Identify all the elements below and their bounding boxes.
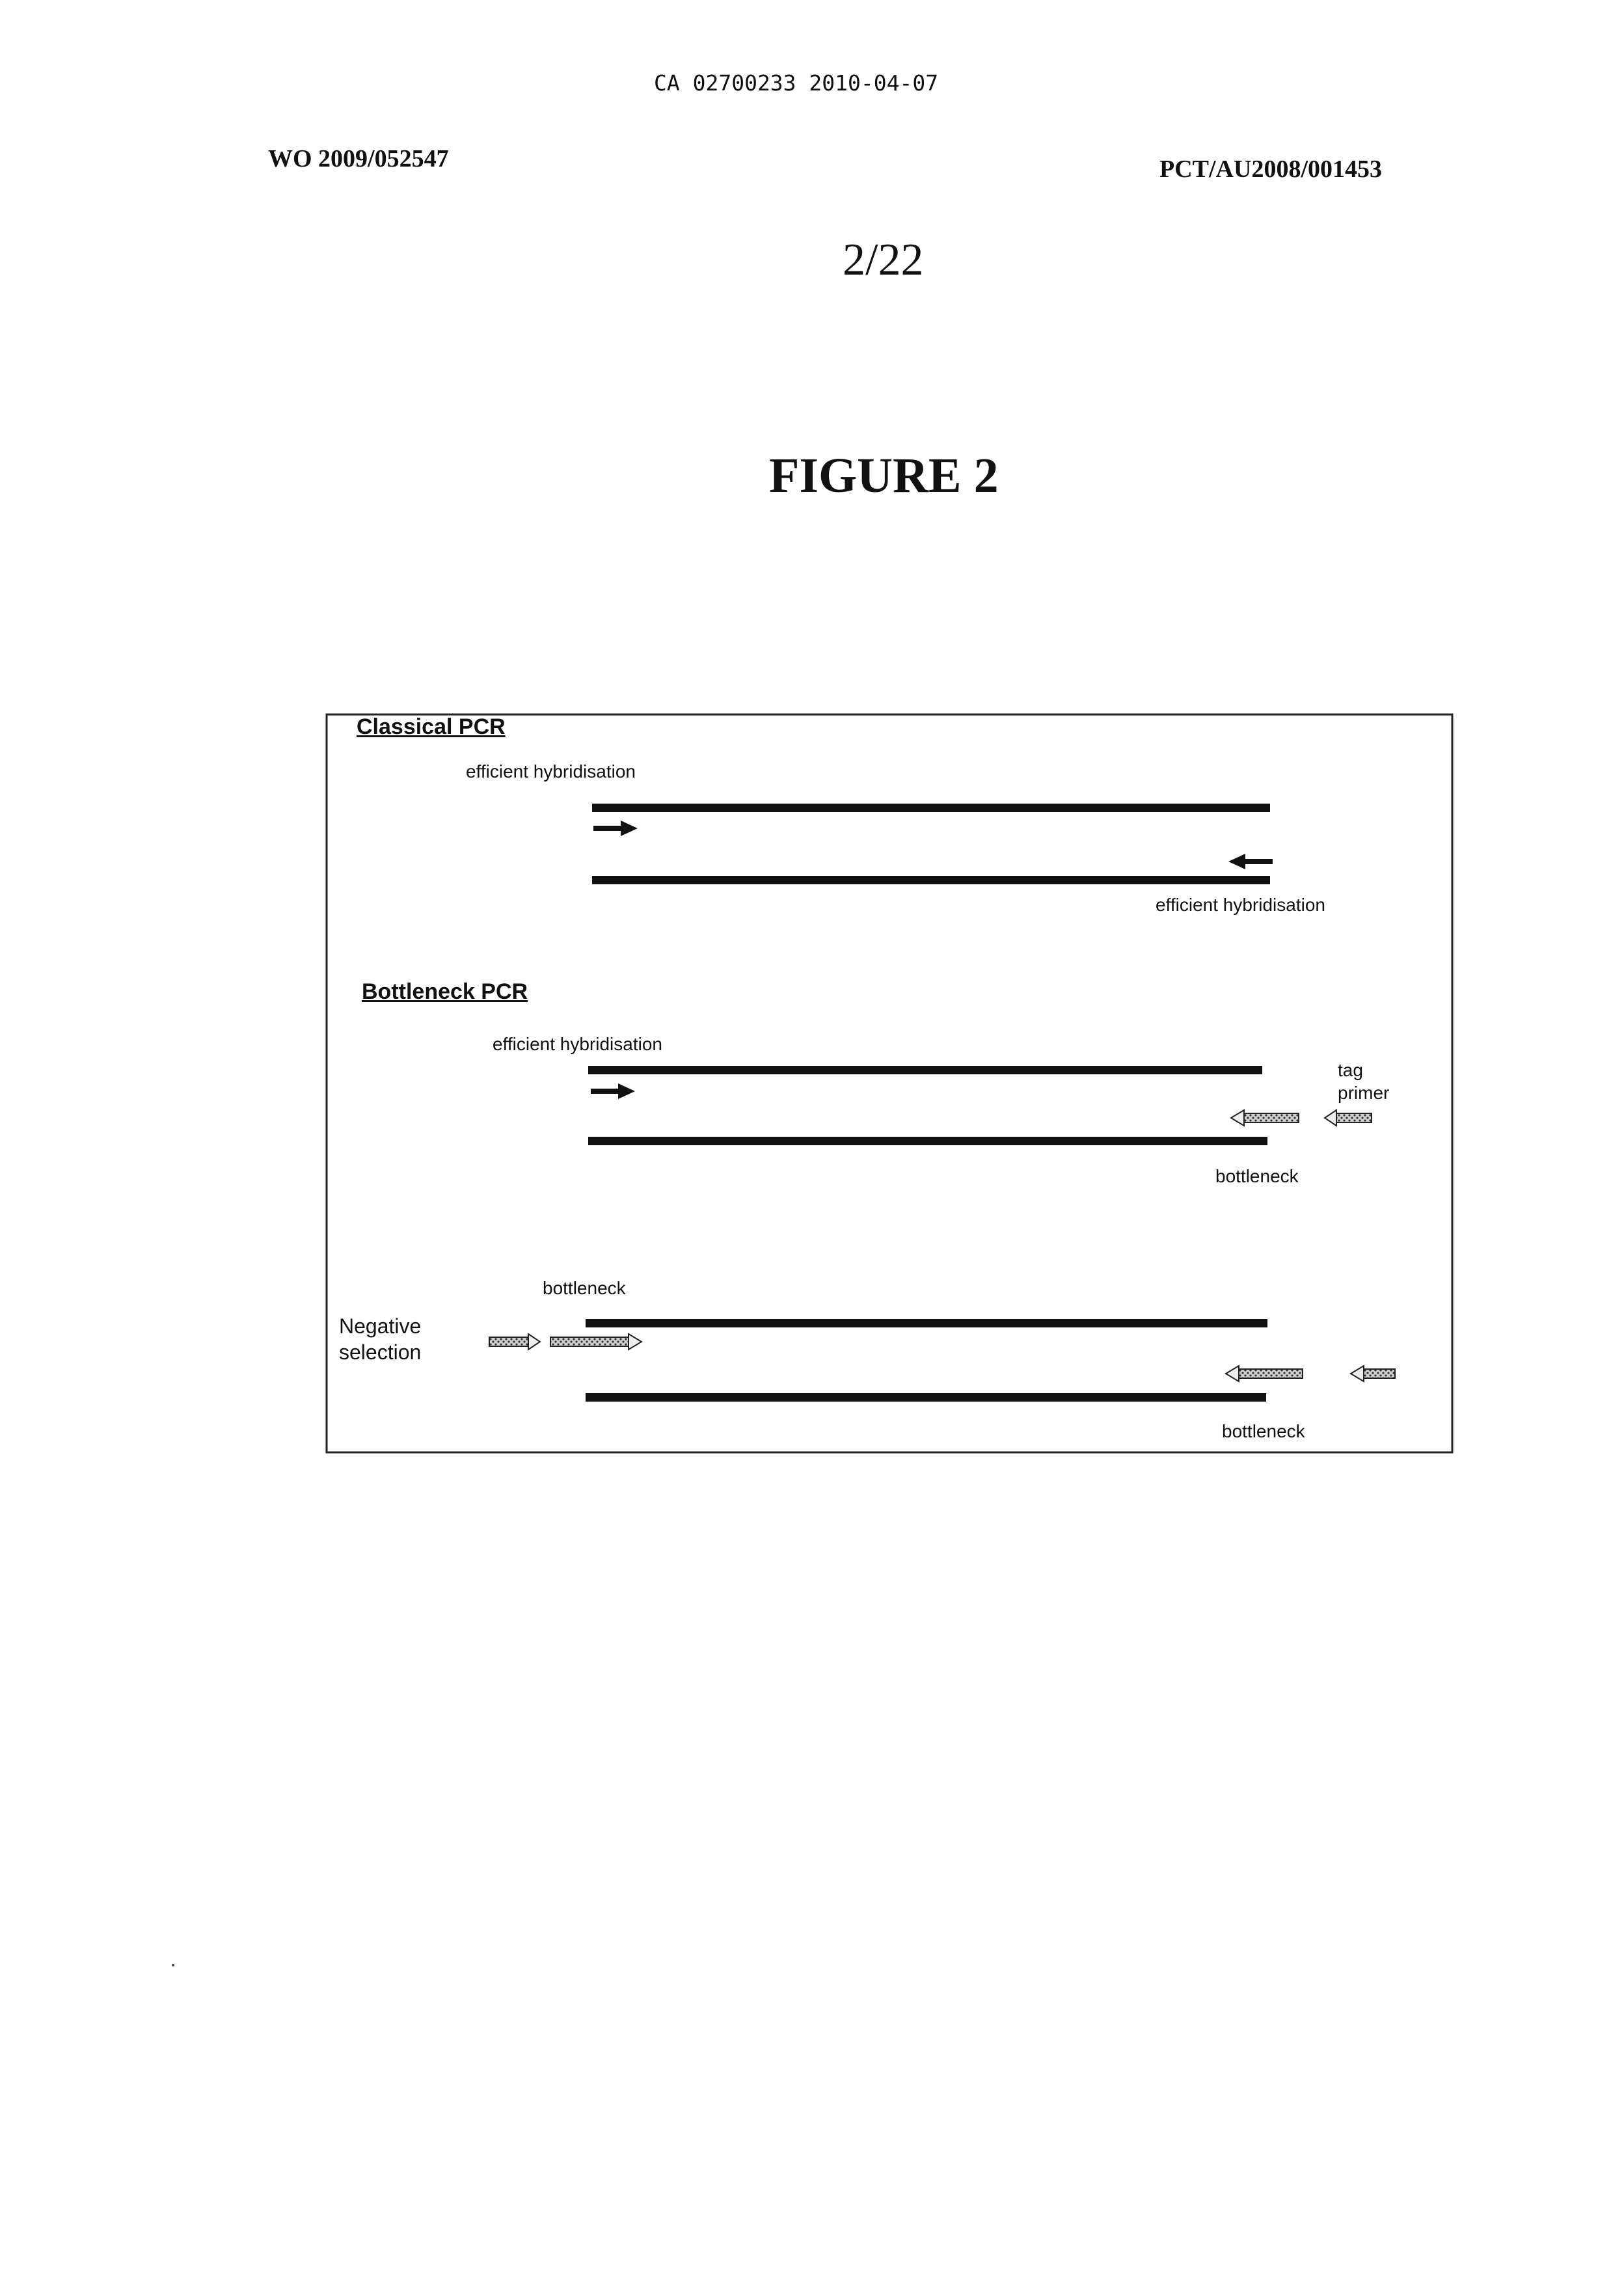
classical-pcr-heading: Classical PCR — [357, 714, 506, 740]
bottleneck-strand-bottom — [588, 1137, 1267, 1145]
primer-label: primer — [1338, 1083, 1389, 1104]
negative-tag-reverse-arrow — [1351, 1366, 1395, 1381]
classical-label-top: efficient hybridisation — [466, 761, 636, 782]
bottleneck-reverse-primer-arrow — [1231, 1110, 1299, 1126]
negative-tag-forward-arrow — [489, 1334, 540, 1350]
classical-label-bottom: efficient hybridisation — [1156, 895, 1325, 916]
negative-label-bottom: bottleneck — [1222, 1421, 1305, 1442]
scan-speck — [172, 1964, 174, 1966]
classical-strand-bottom — [592, 876, 1270, 884]
classical-strand-top — [592, 804, 1270, 812]
bottleneck-label-top: efficient hybridisation — [493, 1034, 662, 1055]
tag-label: tag — [1338, 1060, 1363, 1081]
negative-strand-top — [586, 1319, 1267, 1327]
bottleneck-pcr-heading: Bottleneck PCR — [362, 979, 528, 1005]
negative-primer-reverse-arrow — [1226, 1366, 1303, 1381]
negative-strand-bottom — [586, 1393, 1266, 1402]
bottleneck-pcr-group — [588, 1066, 1372, 1145]
bottleneck-label-bottom: bottleneck — [1215, 1166, 1299, 1187]
bottleneck-forward-primer-arrow — [591, 1083, 635, 1099]
negative-side-label-1: Negative — [339, 1314, 421, 1338]
classical-forward-primer-arrow — [593, 821, 638, 836]
classical-reverse-primer-arrow — [1228, 854, 1273, 869]
negative-primer-forward-arrow — [550, 1334, 642, 1350]
tag-primer-arrow — [1325, 1110, 1372, 1126]
negative-side-label-2: selection — [339, 1340, 421, 1365]
negative-selection-group — [489, 1319, 1395, 1402]
bottleneck-strand-top — [588, 1066, 1262, 1074]
classical-pcr-group — [592, 804, 1273, 884]
negative-label-top: bottleneck — [543, 1278, 626, 1299]
